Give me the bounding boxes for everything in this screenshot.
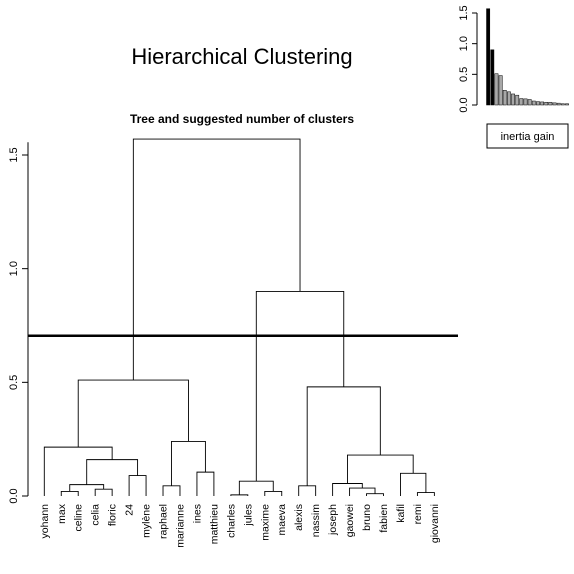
dendrogram-link [128, 475, 147, 496]
dendrogram-leaf-label: floric [107, 504, 119, 526]
dendrogram-link [306, 386, 381, 486]
dendrogram-leaf-label: jules [242, 504, 254, 527]
dendrogram-link [171, 440, 206, 486]
inertia-y-tick-label: 1.5 [458, 5, 470, 20]
dendrogram-link [132, 138, 301, 381]
dendrogram-link [366, 493, 384, 496]
inertia-bar [552, 102, 557, 106]
dendrogram-link [94, 488, 113, 496]
inertia-y-tick-label: 1.0 [458, 36, 470, 51]
inertia-bar [498, 75, 503, 106]
dendrogram-y-tick-label: 0.5 [8, 375, 20, 390]
main-title: Hierarchical Clustering [131, 44, 352, 69]
inertia-bar [548, 101, 553, 106]
dendrogram-leaf-label: marianne [174, 504, 186, 548]
inertia-gain-chart: 0.0 0.5 1.0 1.5 inertia gain [458, 5, 569, 149]
dendrogram-y-tick-label: 1.5 [8, 147, 20, 162]
dendrogram-link [349, 487, 376, 496]
dendrogram-leaf-label: maxime [259, 504, 271, 541]
dendrogram-leaf-label: remi [412, 504, 424, 524]
inertia-bar [556, 102, 561, 106]
dendrogram-leaf-label: fabien [378, 504, 390, 533]
dendrogram-link [400, 472, 427, 496]
dendrogram-leaf-label: celine [73, 504, 85, 532]
dendrogram-leaf-label: gaowei [344, 504, 356, 537]
dendrogram-leaf-label: giovanni [429, 504, 441, 543]
inertia-bar [527, 99, 532, 106]
inertia-bar [565, 103, 569, 106]
dendrogram-leaf-label: mylène [141, 504, 153, 538]
inertia-bar [519, 98, 524, 106]
dendrogram-leaf-label: nassim [310, 504, 322, 538]
inertia-bar [523, 98, 528, 106]
dendrogram-y-tick-label: 0.0 [8, 488, 20, 503]
dendrogram-leaf-label: ines [191, 504, 203, 523]
dendrogram-leaf-label: bruno [361, 504, 373, 531]
inertia-bar [544, 101, 549, 106]
dendrogram-link [43, 446, 113, 496]
inertia-bar [560, 103, 565, 106]
inertia-bar [515, 94, 520, 106]
inertia-bar [502, 90, 507, 106]
dendrogram-leaf-label: raphael [158, 504, 170, 539]
inertia-bar [540, 101, 545, 106]
inertia-legend-box [486, 123, 569, 149]
inertia-bar [486, 8, 491, 106]
dendrogram-leaf-label: alexis [293, 504, 305, 531]
dendrogram-link [60, 491, 79, 496]
dendrogram-link [162, 485, 181, 496]
dendrogram-links [43, 138, 435, 496]
dendrogram-y-tick-label: 1.0 [8, 261, 20, 276]
dendrogram-link [69, 484, 105, 492]
inertia-bar [531, 100, 536, 106]
dendrogram-leaf-label: yohann [39, 504, 51, 539]
inertia-bar [511, 93, 515, 106]
inertia-y-axis: 0.0 0.5 1.0 1.5 [458, 5, 478, 113]
inertia-y-tick-label: 0.0 [458, 97, 470, 112]
dendrogram-link [264, 491, 283, 496]
dendrogram-link [347, 454, 414, 484]
dendrogram-chart: Tree and suggested number of clusters 0.… [8, 112, 458, 548]
dendrogram-link [86, 459, 139, 485]
dendrogram-link [196, 471, 215, 496]
dendrogram-leaf-label: maeva [276, 504, 288, 536]
inertia-legend: inertia gain [486, 123, 569, 149]
dendrogram-y-axis: 0.0 0.5 1.0 1.5 [8, 142, 29, 504]
dendrogram-link [255, 290, 345, 482]
dendrogram-link [298, 485, 317, 496]
dendrogram-leaf-label: kafil [395, 504, 407, 523]
dendrogram-leaf-label: joseph [327, 504, 339, 536]
inertia-bar [494, 73, 499, 106]
dendrogram-leaf-label: max [56, 503, 68, 524]
dendrogram-link [416, 492, 435, 496]
dendrogram-leaf-labels: yohann max celine celia floric 24 mylène raphae… [39, 503, 441, 548]
inertia-bar [507, 91, 511, 106]
dendrogram-link [230, 494, 249, 496]
dendrogram-leaf-label: charles [225, 504, 237, 538]
dendrogram-subtitle: Tree and suggested number of clusters [130, 112, 354, 126]
dendrogram-link [77, 379, 189, 448]
inertia-bar [536, 101, 540, 106]
inertia-legend-label: inertia gain [501, 131, 555, 143]
inertia-bars [486, 8, 569, 106]
dendrogram-leaf-label: 24 [124, 504, 136, 516]
dendrogram-link [332, 483, 363, 496]
dendrogram-leaf-label: celia [90, 504, 102, 526]
inertia-bar [490, 49, 495, 106]
dendrogram-leaf-label: matthieu [208, 504, 220, 544]
inertia-y-tick-label: 0.5 [458, 67, 470, 82]
dendrogram-link [238, 480, 274, 495]
